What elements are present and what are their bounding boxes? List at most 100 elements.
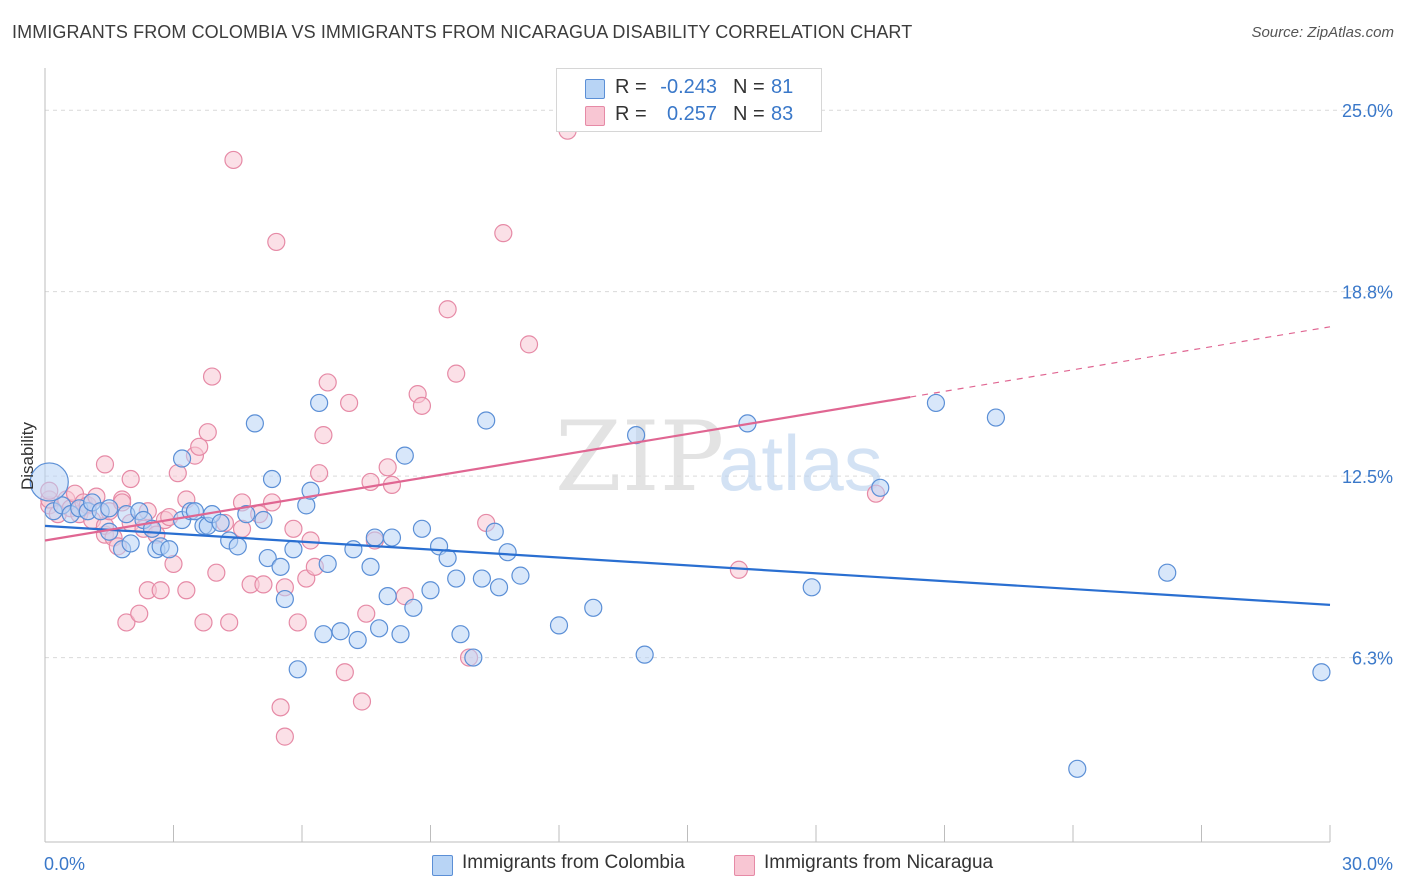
nicaragua-point (357, 604, 376, 623)
colombia-point (1158, 563, 1177, 582)
nicaragua-point (447, 364, 466, 383)
colombia-point (370, 619, 389, 638)
nicaragua-point (378, 458, 397, 477)
colombia-point (344, 540, 363, 559)
colombia-point (237, 505, 256, 524)
colombia-point (211, 513, 230, 533)
y-tick-label: 18.8% (1342, 283, 1393, 303)
grid-lines (45, 109, 1392, 659)
nicaragua-point (220, 613, 239, 632)
colombia-point (485, 522, 504, 541)
x-tick-label: 30.0% (1342, 854, 1393, 874)
nicaragua-point (438, 300, 457, 319)
nicaragua-point (207, 563, 226, 582)
tick-labels: 6.3% 12.5% 18.8% 25.0% 0.0% 30.0% (44, 101, 1393, 874)
nicaragua-point (494, 224, 513, 243)
watermark: ZIP atlas (555, 401, 883, 513)
chart-source: Source: ZipAtlas.com (1251, 24, 1394, 41)
nicaragua-point (254, 575, 273, 594)
colombia-point (228, 537, 247, 556)
nicaragua-point (117, 613, 136, 632)
nicaragua-point (198, 423, 217, 442)
colombia-points (29, 393, 1331, 778)
nicaragua-point (267, 232, 286, 252)
colombia-point (361, 557, 380, 576)
series-legend: Immigrants from Colombia Immigrants from… (0, 852, 1406, 878)
colombia-point (318, 554, 337, 574)
watermark-atlas: atlas (718, 419, 883, 507)
nicaragua-point (95, 455, 115, 474)
nicaragua-point (519, 335, 539, 354)
colombia-point (121, 534, 140, 553)
nicaragua-point (130, 604, 149, 623)
colombia-point (477, 411, 496, 430)
colombia-point (511, 566, 530, 585)
nicaragua-trend-extension (910, 326, 1331, 398)
x-tick-label: 0.0% (44, 854, 85, 874)
colombia-point (275, 589, 294, 609)
colombia-point (382, 528, 402, 547)
n-label: N = (733, 76, 765, 98)
nicaragua-point (194, 613, 213, 632)
n-label: N = (733, 103, 765, 125)
colombia-point (584, 598, 603, 617)
r-value: 0.257 (666, 103, 717, 125)
colombia-point (395, 446, 414, 465)
colombia-point (245, 414, 264, 433)
stats-legend: R = -0.243 N = 81 R = 0.257 N = 83 (556, 68, 822, 132)
colombia-point (262, 469, 282, 489)
colombia-point (871, 478, 890, 497)
stats-row-nicaragua: R = 0.257 N = 83 (557, 101, 821, 129)
axes (44, 68, 1331, 843)
colombia-point (421, 581, 440, 600)
colombia-trend-line (44, 524, 1331, 606)
colombia-swatch (432, 855, 453, 876)
y-tick-label: 12.5% (1342, 467, 1393, 487)
nicaragua-point (352, 692, 372, 711)
trend-lines (44, 326, 1331, 606)
nicaragua-point (301, 531, 320, 550)
colombia-point (447, 569, 466, 588)
colombia-point (986, 408, 1006, 427)
r-value: -0.243 (660, 76, 717, 98)
colombia-point (438, 548, 457, 568)
colombia-point (1312, 663, 1331, 682)
colombia-point (160, 540, 179, 559)
colombia-point (1068, 759, 1087, 778)
colombia-point (549, 616, 569, 635)
colombia-point (331, 622, 350, 641)
nicaragua-swatch (734, 855, 755, 876)
colombia-point (258, 548, 277, 568)
legend-label: Immigrants from Colombia (462, 852, 685, 873)
nicaragua-point (271, 698, 290, 717)
n-value: 83 (771, 103, 794, 125)
colombia-point (314, 625, 333, 644)
colombia-point (472, 569, 491, 588)
nicaragua-point (151, 581, 170, 600)
colombia-point (172, 449, 192, 468)
n-value: 81 (771, 76, 794, 98)
nicaragua-point (288, 613, 307, 632)
colombia-point (310, 393, 329, 413)
colombia-point (451, 625, 470, 644)
watermark-zip: ZIP (555, 401, 724, 513)
colombia-point (365, 528, 384, 547)
r-label: R = (615, 76, 647, 98)
nicaragua-point (121, 469, 140, 489)
colombia-point (100, 499, 119, 518)
colombia-point (464, 648, 483, 667)
colombia-point (288, 660, 307, 679)
colombia-point (498, 543, 517, 562)
stats-row-colombia: R = -0.243 N = 81 (557, 74, 821, 102)
nicaragua-point (340, 393, 359, 413)
colombia-point (802, 578, 821, 597)
nicaragua-point (310, 464, 329, 483)
nicaragua-point (318, 373, 337, 392)
colombia-point (284, 540, 303, 559)
colombia-point (254, 510, 273, 530)
r-label: R = (615, 103, 647, 125)
nicaragua-point (314, 426, 333, 445)
nicaragua-point (224, 150, 243, 170)
nicaragua-point (284, 519, 303, 538)
